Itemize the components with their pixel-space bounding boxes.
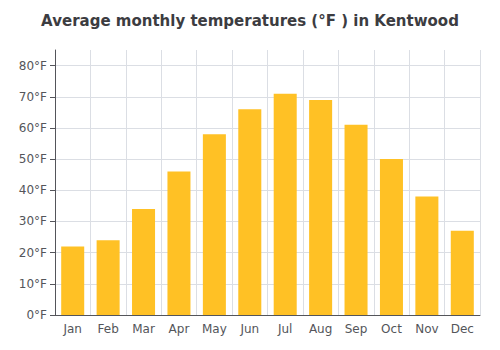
- svg-text:Nov: Nov: [415, 322, 438, 336]
- svg-text:0°F: 0°F: [26, 308, 47, 322]
- svg-text:50°F: 50°F: [19, 152, 47, 166]
- svg-text:30°F: 30°F: [19, 214, 47, 228]
- svg-text:Average monthly temperatures (: Average monthly temperatures (°F ) in Ke…: [41, 12, 459, 30]
- svg-text:Jan: Jan: [62, 322, 82, 336]
- svg-text:Aug: Aug: [309, 322, 332, 336]
- svg-text:40°F: 40°F: [19, 183, 47, 197]
- svg-text:Jul: Jul: [277, 322, 292, 336]
- svg-text:Sep: Sep: [345, 322, 368, 336]
- svg-text:80°F: 80°F: [19, 59, 47, 73]
- svg-text:70°F: 70°F: [19, 90, 47, 104]
- svg-text:60°F: 60°F: [19, 121, 47, 135]
- svg-text:20°F: 20°F: [19, 246, 47, 260]
- svg-text:Jun: Jun: [239, 322, 259, 336]
- svg-text:Mar: Mar: [132, 322, 155, 336]
- svg-text:Dec: Dec: [451, 322, 474, 336]
- svg-text:Apr: Apr: [169, 322, 190, 336]
- svg-text:10°F: 10°F: [19, 277, 47, 291]
- svg-text:May: May: [202, 322, 227, 336]
- svg-text:Oct: Oct: [381, 322, 402, 336]
- svg-text:Feb: Feb: [98, 322, 119, 336]
